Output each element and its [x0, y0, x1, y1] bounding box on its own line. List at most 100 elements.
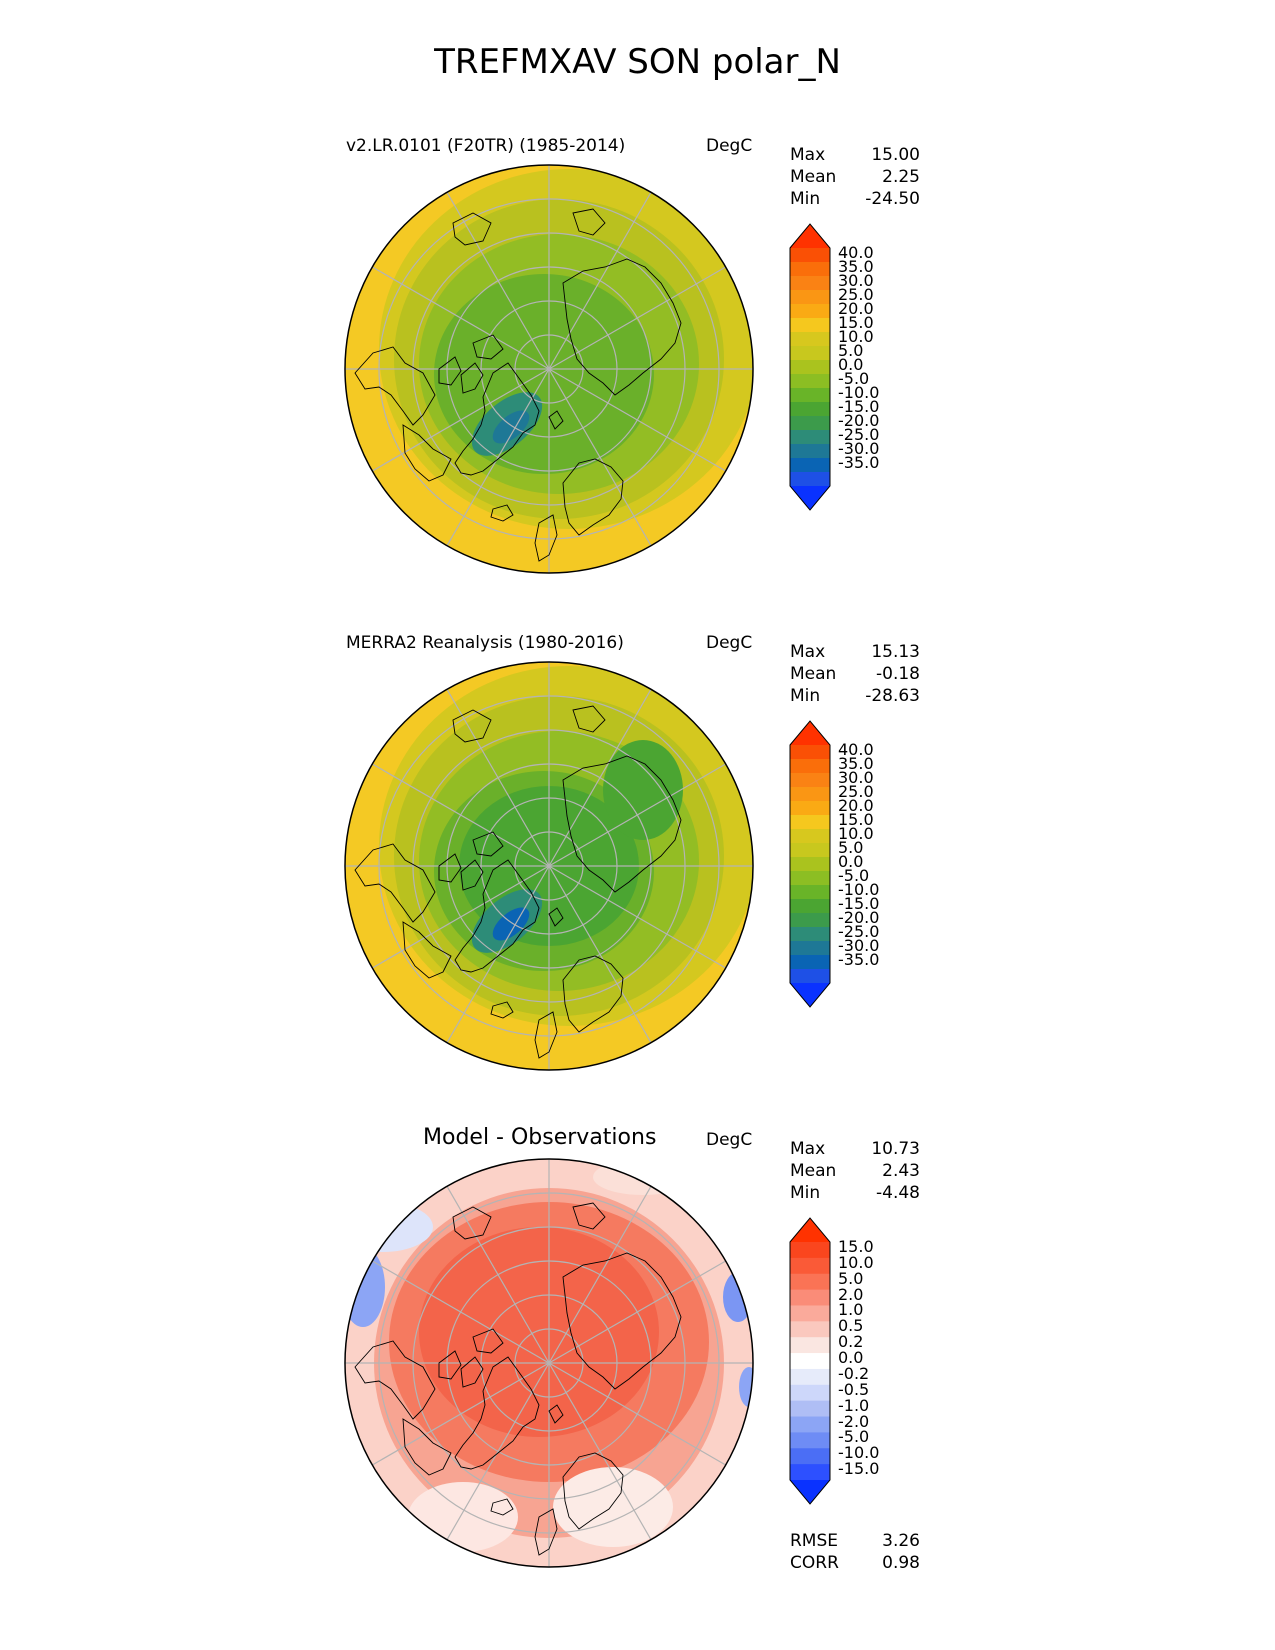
colorbar-tick-label: 0.2 — [838, 1332, 864, 1352]
colorbar-segment — [790, 1400, 830, 1418]
colorbar-segment — [790, 276, 830, 291]
coastline — [454, 859, 540, 973]
colorbar-tick-label: -30.0 — [838, 439, 880, 458]
colorbar-segment — [790, 458, 830, 473]
stats-box: Max 10.73 Mean 2.43 Min -4.48 — [790, 1138, 920, 1204]
colorbar-segment — [790, 801, 830, 816]
field-patch — [553, 1467, 673, 1547]
stat-mean-label: Mean — [790, 664, 837, 684]
stat-max-label: Max — [790, 145, 826, 165]
coastline — [562, 258, 682, 396]
colorbar-top-extension — [790, 1218, 830, 1242]
longitude-line — [548, 1186, 652, 1364]
colorbar-segment — [790, 1257, 830, 1275]
map-field — [345, 1159, 753, 1567]
colorbar-segment — [790, 444, 830, 459]
longitude-line — [548, 1362, 726, 1466]
coastline — [454, 1356, 540, 1470]
colorbar-tick-label: -25.0 — [838, 425, 880, 444]
longitude-line — [372, 763, 550, 867]
colorbar-tick-label: -10.0 — [838, 880, 880, 899]
coastline — [562, 955, 624, 1033]
panel-obs: MERRA2 Reanalysis (1980-2016) DegC Max 15… — [0, 625, 1275, 1105]
longitude-line — [548, 865, 652, 1043]
colorbar-tick-label: 20.0 — [838, 299, 874, 318]
colorbar-segment — [790, 759, 830, 774]
field-patch — [739, 1367, 753, 1407]
colorbar-segment — [790, 374, 830, 389]
coastline — [438, 1350, 462, 1380]
colorbar-tick-label: -2.0 — [838, 1411, 870, 1431]
longitude-line — [446, 192, 550, 370]
colorbar-segment — [790, 472, 830, 487]
metrics-box: RMSE 3.26 CORR 0.98 — [790, 1530, 920, 1574]
longitude-line — [372, 266, 550, 370]
coastline — [472, 831, 504, 857]
colorbar-segment — [790, 1289, 830, 1307]
colorbar-segment — [790, 773, 830, 788]
colorbar-tick-label: 35.0 — [838, 754, 874, 773]
longitude-line — [372, 1260, 550, 1364]
stat-mean-value: -0.18 — [876, 664, 920, 684]
coastline — [548, 1404, 564, 1424]
stat-min-label: Min — [790, 189, 821, 209]
coastline — [452, 1206, 492, 1240]
units-label: DegC — [706, 633, 753, 653]
colorbar-bottom-extension — [790, 486, 830, 510]
colorbar-tick-label: 15.0 — [838, 313, 874, 332]
colorbar-segment — [790, 745, 830, 760]
colorbar-tick-label: 40.0 — [838, 243, 874, 262]
colorbar-segment — [790, 402, 830, 417]
colorbar-segment — [790, 1448, 830, 1465]
longitude-line — [446, 689, 550, 867]
coastline — [460, 362, 484, 394]
longitude-line — [446, 865, 550, 1043]
corr-value: 0.98 — [882, 1553, 920, 1573]
colorbar-tick-label: -1.0 — [838, 1395, 870, 1415]
polar-map-obs — [344, 661, 754, 1071]
stat-min-value: -4.48 — [876, 1183, 920, 1203]
colorbar-segment — [790, 416, 830, 431]
coastline — [562, 755, 682, 893]
colorbar-tick-label: 2.0 — [838, 1284, 864, 1304]
colorbar-tick-label: -15.0 — [838, 397, 880, 416]
colorbar-tick-label: 15.0 — [838, 1237, 874, 1256]
colorbar-tick-label: -5.0 — [838, 1427, 870, 1447]
stats-box: Max 15.13 Mean -0.18 Min -28.63 — [790, 641, 920, 707]
coastline — [548, 410, 564, 430]
colorbar-tick-label: -15.0 — [838, 1459, 880, 1479]
coastline — [454, 362, 540, 476]
colorbar-segment — [790, 248, 830, 263]
coastline — [472, 334, 504, 360]
colorbar-segment — [790, 927, 830, 942]
stat-max-value: 10.73 — [871, 1139, 920, 1159]
colorbar-segment — [790, 360, 830, 375]
stat-min-value: -28.63 — [865, 686, 920, 706]
panel-title: MERRA2 Reanalysis (1980-2016) — [346, 633, 624, 653]
colorbar-segment — [790, 969, 830, 984]
coastline — [548, 907, 564, 927]
panel-title: v2.LR.0101 (F20TR) (1985-2014) — [346, 136, 626, 156]
colorbar-segment — [790, 955, 830, 970]
colorbar-tick-label: 10.0 — [838, 824, 874, 843]
units-label: DegC — [706, 136, 753, 156]
map-field — [345, 165, 753, 573]
coastline — [534, 1011, 558, 1059]
coastline — [534, 1508, 558, 1556]
colorbar-tick-label: -5.0 — [838, 369, 870, 388]
longitude-line — [548, 1260, 726, 1364]
coastline — [460, 859, 484, 891]
colorbar-tick-label: 5.0 — [838, 1268, 864, 1288]
colorbar-tick-label: 25.0 — [838, 285, 874, 304]
panel-title: Model - Observations — [423, 1125, 657, 1150]
colorbar-tick-label: 35.0 — [838, 257, 874, 276]
longitude-line — [548, 865, 726, 969]
colorbar-tick-label: 10.0 — [838, 1252, 874, 1272]
map-border — [344, 661, 754, 1071]
colorbar-tick-label: 15.0 — [838, 810, 874, 829]
longitude-line — [372, 368, 550, 472]
polar-map-diff — [344, 1158, 754, 1568]
colorbar-segment — [790, 885, 830, 900]
rmse-value: 3.26 — [882, 1531, 920, 1551]
colorbar-segment — [790, 1353, 830, 1370]
